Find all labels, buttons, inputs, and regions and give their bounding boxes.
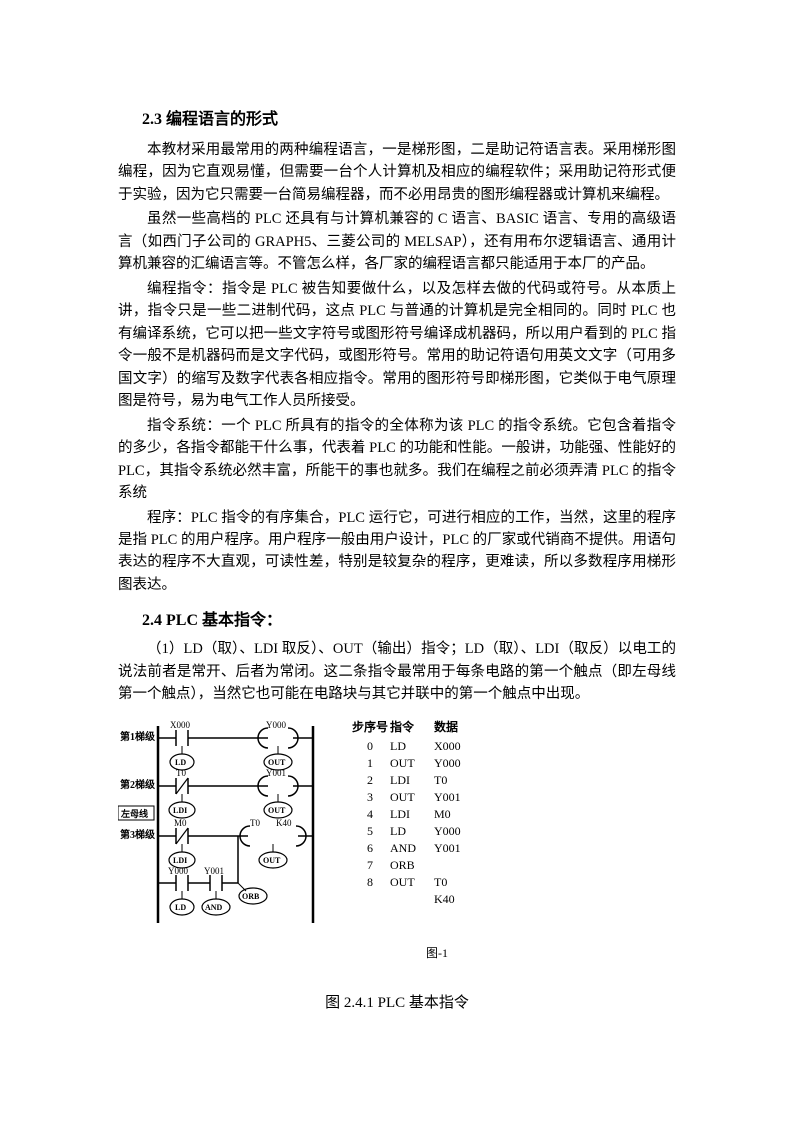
table-row: K40 — [350, 892, 478, 907]
rung-label-1: 第1梯级 — [120, 730, 156, 743]
table-cell: LDI — [390, 807, 434, 822]
table-cell: X000 — [434, 739, 478, 754]
table-cell: LD — [390, 739, 434, 754]
table-cell: 0 — [350, 739, 390, 754]
instruction-table: 步序号 指令 数据 0LDX0001OUTY0002LDIT03OUTY0014… — [350, 718, 478, 938]
figure-caption: 图 2.4.1 PLC 基本指令 — [118, 991, 676, 1012]
contact-y001: Y001 — [204, 866, 224, 876]
contact-y000: Y000 — [168, 866, 188, 876]
table-cell — [350, 892, 390, 907]
coil-k40: K40 — [276, 818, 292, 828]
table-cell: Y000 — [434, 756, 478, 771]
table-cell: LDI — [390, 773, 434, 788]
table-row: 6ANDY001 — [350, 841, 478, 856]
table-row: 2LDIT0 — [350, 773, 478, 788]
rung-label-2: 第2梯级 — [120, 778, 156, 791]
coil-y001: Y001 — [266, 768, 286, 778]
node-orb: ORB — [242, 892, 260, 901]
paragraph-2: 虽然一些高档的 PLC 还具有与计算机兼容的 C 语言、BASIC 语言、专用的… — [118, 208, 676, 275]
section-heading-2-4: 2.4 PLC 基本指令： — [118, 606, 676, 630]
ladder-diagram-svg: 第1梯级 第2梯级 第3梯级 左母线 X000 Y000 — [118, 718, 326, 938]
node-out-2: OUT — [268, 806, 286, 815]
table-cell: 1 — [350, 756, 390, 771]
table-row: 7ORB — [350, 858, 478, 873]
table-cell: 2 — [350, 773, 390, 788]
table-cell: Y000 — [434, 824, 478, 839]
table-cell: Y001 — [434, 841, 478, 856]
contact-x000: X000 — [170, 720, 190, 730]
diagram-sub-label: 图-1 — [198, 944, 676, 961]
table-cell: 6 — [350, 841, 390, 856]
paragraph-instruction: （1）LD（取）、LDI 取反）、OUT（输出）指令；LD（取）、LDI（取反）… — [118, 638, 676, 705]
table-cell: 7 — [350, 858, 390, 873]
table-header: 步序号 指令 数据 — [350, 718, 478, 735]
node-ld-1: LD — [175, 758, 186, 767]
table-row: 0LDX000 — [350, 739, 478, 754]
node-ldi-1: LDI — [173, 806, 187, 815]
table-row: 5LDY000 — [350, 824, 478, 839]
table-cell: ORB — [390, 858, 434, 873]
table-body: 0LDX0001OUTY0002LDIT03OUTY0014LDIM05LDY0… — [350, 739, 478, 907]
paragraph-3: 编程指令：指令是 PLC 被告知要做什么，以及怎样去做的代码或符号。从本质上讲，… — [118, 278, 676, 413]
header-data: 数据 — [434, 718, 478, 735]
node-out-1: OUT — [268, 758, 286, 767]
contact-t0: T0 — [176, 768, 186, 778]
node-and: AND — [205, 903, 223, 912]
node-out-3: OUT — [263, 856, 281, 865]
table-cell: T0 — [434, 773, 478, 788]
paragraph-4: 指令系统：一个 PLC 所具有的指令的全体称为该 PLC 的指令系统。它包含着指… — [118, 415, 676, 505]
table-cell: 4 — [350, 807, 390, 822]
coil-y000: Y000 — [266, 720, 286, 730]
plc-ladder-diagram: 第1梯级 第2梯级 第3梯级 左母线 X000 Y000 — [118, 718, 676, 938]
table-cell: AND — [390, 841, 434, 856]
table-cell: M0 — [434, 807, 478, 822]
table-cell: OUT — [390, 875, 434, 890]
header-inst: 指令 — [390, 718, 434, 735]
table-cell: Y001 — [434, 790, 478, 805]
diagram-container: 第1梯级 第2梯级 第3梯级 左母线 X000 Y000 — [118, 718, 676, 961]
table-row: 1OUTY000 — [350, 756, 478, 771]
paragraph-5: 程序：PLC 指令的有序集合，PLC 运行它，可进行相应的工作，当然，这里的程序… — [118, 507, 676, 597]
header-step: 步序号 — [350, 718, 390, 735]
table-cell — [390, 892, 434, 907]
table-cell: OUT — [390, 756, 434, 771]
table-cell: 8 — [350, 875, 390, 890]
table-row: 8OUTT0 — [350, 875, 478, 890]
table-row: 4LDIM0 — [350, 807, 478, 822]
table-cell: 3 — [350, 790, 390, 805]
coil-t0: T0 — [250, 818, 260, 828]
table-cell — [434, 858, 478, 873]
table-cell: T0 — [434, 875, 478, 890]
rung-label-3: 第3梯级 — [120, 828, 156, 841]
bus-label: 左母线 — [120, 808, 148, 819]
node-ldi-2: LDI — [173, 856, 187, 865]
table-cell: LD — [390, 824, 434, 839]
table-cell: K40 — [434, 892, 478, 907]
paragraph-1: 本教材采用最常用的两种编程语言，一是梯形图，二是助记符语言表。采用梯形图编程，因… — [118, 139, 676, 206]
section-heading-2-3: 2.3 编程语言的形式 — [118, 105, 676, 129]
ladder-svg-wrapper: 第1梯级 第2梯级 第3梯级 左母线 X000 Y000 — [118, 718, 318, 938]
contact-m0: M0 — [174, 818, 187, 828]
node-ld-2: LD — [175, 903, 186, 912]
table-row: 3OUTY001 — [350, 790, 478, 805]
table-cell: 5 — [350, 824, 390, 839]
table-cell: OUT — [390, 790, 434, 805]
